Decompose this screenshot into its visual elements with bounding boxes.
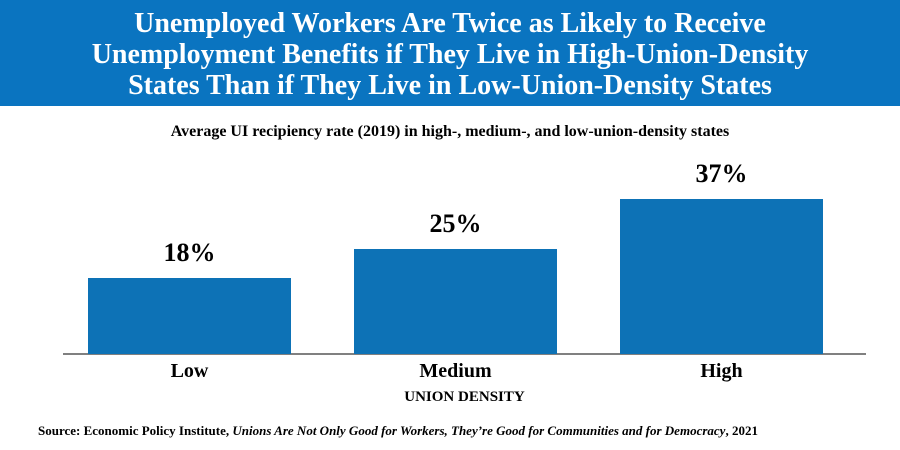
bar-low [88,278,291,354]
category-label-high: High [700,360,743,382]
bar-value-label-medium: 25% [429,209,482,238]
chart-title-line-3: States Than if They Live in Low-Union-De… [128,70,772,101]
source-suffix: , 2021 [725,423,758,438]
source-note: Source: Economic Policy Institute, Union… [38,423,878,439]
source-prefix: Source: Economic Policy Institute, [38,423,233,438]
category-label-low: Low [170,360,209,382]
chart-title-line-2: Unemployment Benefits if They Live in Hi… [91,39,809,70]
x-axis-title: UNION DENSITY [404,389,525,405]
category-label-medium: Medium [419,360,492,382]
chart-subtitle: Average UI recipiency rate (2019) in hig… [170,123,730,140]
bar-value-label-high: 37% [695,159,748,188]
title-banner: Unemployed Workers Are Twice as Likely t… [0,0,900,106]
bar-medium [354,249,557,354]
bar-high [620,199,823,354]
source-publication-title: Unions Are Not Only Good for Workers, Th… [232,423,726,438]
chart-title-line-1: Unemployed Workers Are Twice as Likely t… [134,8,766,39]
bar-value-label-low: 18% [163,238,216,267]
x-axis-line [63,353,866,355]
